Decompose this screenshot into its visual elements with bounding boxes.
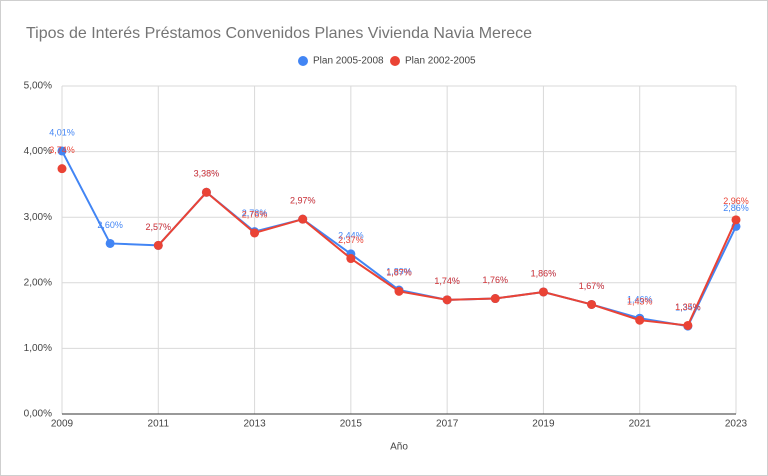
data-label: 2,57% <box>146 222 172 232</box>
x-tick-label: 2021 <box>629 419 652 430</box>
data-label: 4,01% <box>49 127 75 137</box>
data-point <box>57 164 67 174</box>
data-point <box>731 215 741 225</box>
data-label: 1,74% <box>434 276 460 286</box>
legend-label: Plan 2002-2005 <box>405 56 476 67</box>
data-label: 1,35% <box>675 302 701 312</box>
data-label: 1,46% <box>627 295 653 305</box>
data-point <box>587 299 597 309</box>
data-point <box>442 295 452 305</box>
data-label: 1,76% <box>483 275 509 285</box>
data-point <box>250 228 260 238</box>
data-point <box>298 214 308 224</box>
data-label: 2,44% <box>338 230 364 240</box>
data-label: 2,97% <box>290 196 316 206</box>
data-label: 2,60% <box>97 220 123 230</box>
data-label: 2,37% <box>338 235 364 245</box>
data-point <box>394 286 404 296</box>
legend-marker <box>390 56 400 66</box>
data-label: 1,74% <box>434 276 460 286</box>
x-axis-title: Año <box>390 442 408 453</box>
x-tick-label: 2017 <box>436 419 459 430</box>
data-point <box>635 315 645 325</box>
x-tick-label: 2013 <box>243 419 266 430</box>
data-point <box>201 187 211 197</box>
data-point <box>490 294 500 304</box>
data-label: 2,57% <box>146 222 172 232</box>
data-point <box>346 254 356 264</box>
data-point <box>57 146 67 156</box>
data-label: 1,43% <box>627 297 653 307</box>
data-point <box>153 240 163 250</box>
data-label: 1,76% <box>483 275 509 285</box>
y-tick-label: 5,00% <box>24 81 52 92</box>
data-label: 2,76% <box>242 209 268 219</box>
data-point <box>683 320 693 330</box>
data-label: 2,78% <box>242 208 268 218</box>
legend-marker <box>298 56 308 66</box>
x-tick-label: 2009 <box>51 419 74 430</box>
x-tick-label: 2015 <box>340 419 363 430</box>
data-label: 1,86% <box>531 268 557 278</box>
data-label: 2,86% <box>723 203 749 213</box>
data-label: 2,96% <box>723 196 749 206</box>
data-label: 1,89% <box>386 266 412 276</box>
y-tick-label: 2,00% <box>24 277 52 288</box>
data-label: 1,67% <box>579 281 605 291</box>
data-label: 1,87% <box>386 268 412 278</box>
data-label: 1,34% <box>675 302 701 312</box>
y-tick-label: 4,00% <box>24 146 52 157</box>
data-point <box>538 287 548 297</box>
x-tick-label: 2023 <box>725 419 748 430</box>
x-tick-label: 2011 <box>148 419 170 430</box>
legend-label: Plan 2005-2008 <box>313 56 384 67</box>
y-tick-label: 3,00% <box>24 212 52 223</box>
data-label: 2,97% <box>290 196 316 206</box>
data-label: 3,38% <box>194 169 220 179</box>
data-point <box>105 238 115 248</box>
data-label: 3,74% <box>49 145 75 155</box>
x-tick-label: 2019 <box>532 419 555 430</box>
chart-title: Tipos de Interés Préstamos Convenidos Pl… <box>26 25 532 42</box>
y-tick-label: 1,00% <box>24 343 52 354</box>
y-tick-label: 0,00% <box>24 409 52 420</box>
data-label: 1,67% <box>579 281 605 291</box>
data-label: 3,38% <box>194 169 220 179</box>
data-label: 1,86% <box>531 268 557 278</box>
